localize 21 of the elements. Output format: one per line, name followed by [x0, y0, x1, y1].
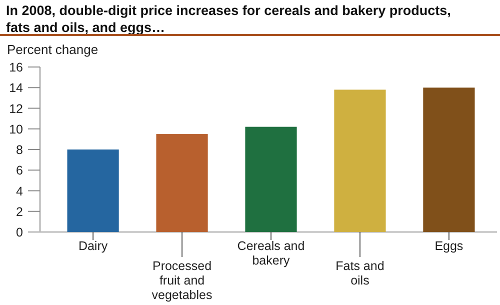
y-tick-label: 10: [9, 122, 24, 136]
y-tick-label: 8: [16, 143, 24, 157]
y-tick-label: 0: [16, 226, 24, 240]
y-tick-label: 2: [16, 204, 24, 219]
x-tick-label: Cereals and bakery: [237, 239, 305, 268]
bar: [334, 90, 386, 232]
y-tick-label: 16: [9, 60, 24, 74]
bar: [67, 150, 119, 232]
bar: [245, 126, 297, 232]
y-tick-label: 12: [9, 102, 24, 116]
bar: [423, 88, 475, 232]
y-tick-label: 6: [16, 164, 24, 178]
x-tick-label: Eggs: [434, 239, 464, 253]
y-tick-label: 14: [9, 81, 24, 96]
x-tick-label: Fats and oils: [336, 259, 384, 288]
y-axis-title: Percent change: [7, 42, 98, 57]
y-tick-label: 4: [16, 184, 24, 198]
bar: [156, 134, 208, 232]
chart-title: In 2008, double-digit price increases for cereals and bakery products, fats and oils, and eggs…: [6, 3, 451, 35]
x-tick-label: Dairy: [78, 239, 108, 253]
x-tick-label: Processed fruit and vegetables: [152, 259, 212, 302]
